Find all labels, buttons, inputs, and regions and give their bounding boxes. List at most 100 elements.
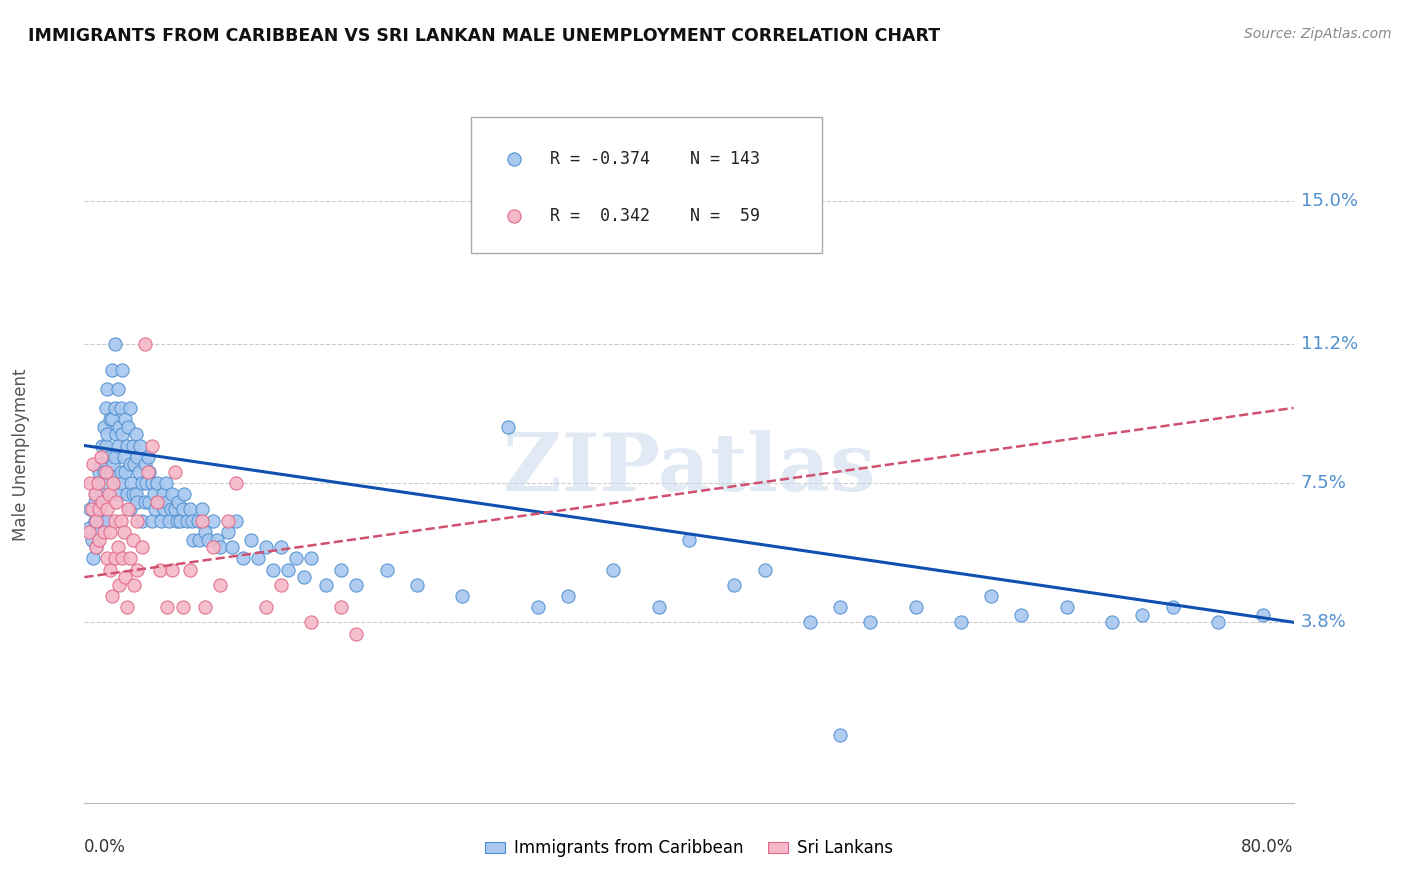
Point xyxy=(141,476,163,491)
Point xyxy=(526,600,548,615)
Point xyxy=(101,458,124,472)
Point xyxy=(330,563,353,577)
Point xyxy=(104,401,127,415)
Point xyxy=(98,524,121,539)
Legend: Immigrants from Caribbean, Sri Lankans: Immigrants from Caribbean, Sri Lankans xyxy=(478,833,900,864)
Point xyxy=(194,524,217,539)
Point xyxy=(104,514,127,528)
Point xyxy=(254,540,277,554)
Point xyxy=(118,502,141,516)
Point xyxy=(115,487,138,501)
Point xyxy=(91,487,114,501)
Point xyxy=(96,551,118,566)
Point xyxy=(330,600,353,615)
Point xyxy=(94,401,117,415)
Point xyxy=(121,487,143,501)
Point xyxy=(406,577,429,591)
Point xyxy=(176,514,198,528)
Point xyxy=(217,524,239,539)
Point xyxy=(134,495,156,509)
Point xyxy=(262,563,284,577)
Point xyxy=(1056,600,1078,615)
Point xyxy=(111,476,134,491)
Point xyxy=(225,514,247,528)
Point xyxy=(346,577,368,591)
Point xyxy=(299,551,322,566)
Point xyxy=(94,465,117,479)
Point xyxy=(131,476,153,491)
Point xyxy=(209,540,232,554)
Point xyxy=(146,495,169,509)
Point xyxy=(270,577,292,591)
Point xyxy=(87,476,110,491)
Point xyxy=(96,476,118,491)
Point xyxy=(1161,600,1184,615)
Point xyxy=(173,487,195,501)
Point xyxy=(96,427,118,442)
Point xyxy=(77,524,100,539)
Point xyxy=(79,476,101,491)
Point xyxy=(91,495,114,509)
Point xyxy=(107,487,129,501)
Point xyxy=(180,514,202,528)
Point xyxy=(89,465,111,479)
Point xyxy=(89,502,111,516)
Point xyxy=(118,458,141,472)
Point xyxy=(157,514,180,528)
Point xyxy=(136,465,159,479)
Point xyxy=(830,728,852,742)
Point xyxy=(156,495,179,509)
Point xyxy=(127,495,149,509)
Point xyxy=(86,540,108,554)
Point xyxy=(375,563,398,577)
Point xyxy=(163,502,186,516)
Text: R =  0.342    N =  59: R = 0.342 N = 59 xyxy=(550,207,759,225)
Point xyxy=(146,476,169,491)
Point xyxy=(166,514,188,528)
Point xyxy=(108,577,131,591)
Point xyxy=(96,514,118,528)
Point xyxy=(122,577,145,591)
Text: 15.0%: 15.0% xyxy=(1301,192,1358,210)
Point xyxy=(1251,607,1274,622)
Point xyxy=(149,495,172,509)
Point xyxy=(114,570,136,584)
Point xyxy=(179,563,201,577)
Point xyxy=(112,450,135,464)
Point xyxy=(247,551,270,566)
Point xyxy=(89,524,111,539)
Point xyxy=(115,600,138,615)
Point xyxy=(100,589,122,603)
Point xyxy=(451,589,474,603)
Point xyxy=(172,502,194,516)
Point xyxy=(270,540,292,554)
Point xyxy=(117,502,139,516)
Point xyxy=(89,533,111,547)
Point xyxy=(179,502,201,516)
Point xyxy=(155,476,177,491)
Point xyxy=(120,476,142,491)
Point xyxy=(254,600,277,615)
Point xyxy=(91,514,114,528)
Point xyxy=(299,615,322,630)
Point xyxy=(97,487,120,501)
Point xyxy=(127,563,149,577)
Point xyxy=(1010,607,1032,622)
Point xyxy=(86,487,108,501)
Point xyxy=(82,551,104,566)
Point xyxy=(152,487,174,501)
Point xyxy=(131,514,153,528)
Point xyxy=(112,524,135,539)
Point xyxy=(201,514,224,528)
Point xyxy=(131,540,153,554)
Point xyxy=(194,600,217,615)
Point xyxy=(122,458,145,472)
Point xyxy=(141,514,163,528)
Point xyxy=(134,458,156,472)
Point xyxy=(100,363,122,377)
Point xyxy=(346,626,368,640)
Point xyxy=(121,438,143,452)
Point xyxy=(209,577,232,591)
Point xyxy=(191,502,214,516)
Point xyxy=(79,502,101,516)
